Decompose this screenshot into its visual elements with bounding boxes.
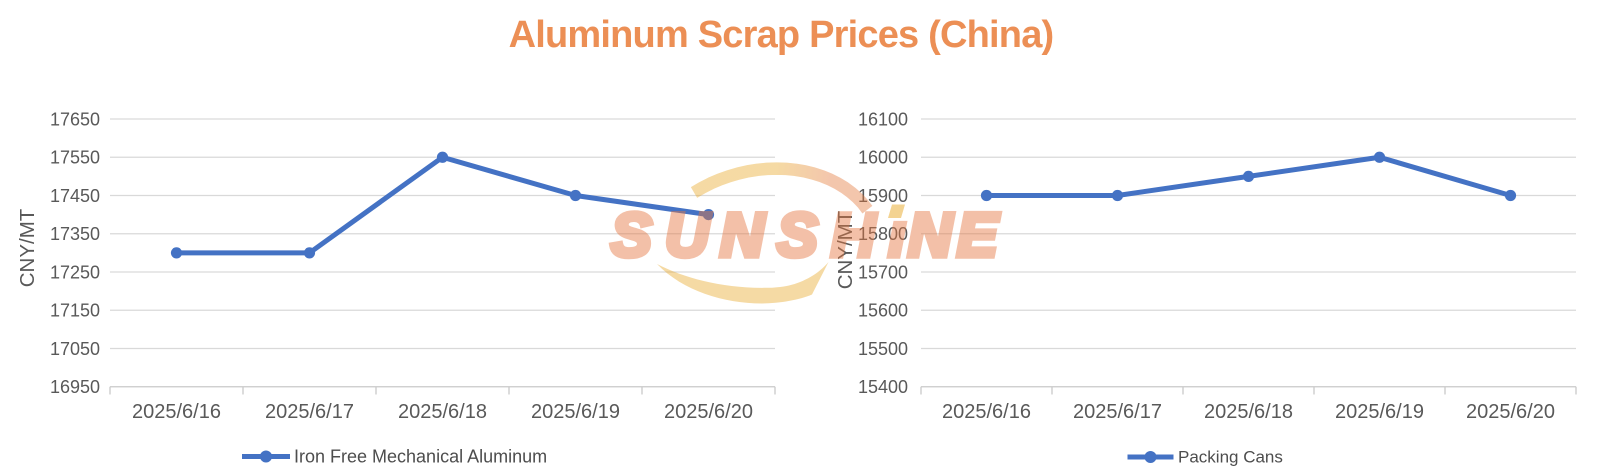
svg-text:2025/6/17: 2025/6/17 — [1073, 401, 1162, 423]
svg-text:15900: 15900 — [858, 186, 908, 206]
svg-text:17450: 17450 — [50, 186, 100, 206]
svg-text:17250: 17250 — [50, 262, 100, 282]
svg-text:15600: 15600 — [858, 301, 908, 321]
svg-text:2025/6/20: 2025/6/20 — [664, 401, 753, 423]
svg-text:17650: 17650 — [50, 109, 100, 129]
svg-text:16950: 16950 — [50, 377, 100, 397]
svg-text:16000: 16000 — [858, 148, 908, 168]
svg-text:15400: 15400 — [858, 377, 908, 397]
svg-text:SUNSHıNE: SUNSHıNE — [611, 201, 1000, 269]
svg-text:2025/6/19: 2025/6/19 — [531, 401, 620, 423]
svg-text:15500: 15500 — [858, 339, 908, 359]
svg-text:2025/6/18: 2025/6/18 — [398, 401, 487, 423]
svg-text:15800: 15800 — [858, 224, 908, 244]
svg-text:17550: 17550 — [50, 148, 100, 168]
svg-text:CNY/MT: CNY/MT — [834, 210, 857, 289]
svg-text:17350: 17350 — [50, 224, 100, 244]
svg-text:Aluminum Scrap Prices (China): Aluminum Scrap Prices (China) — [509, 14, 1054, 56]
svg-text:Iron Free Mechanical Aluminum: Iron Free Mechanical Aluminum — [294, 447, 547, 467]
svg-text:2025/6/19: 2025/6/19 — [1335, 401, 1424, 423]
svg-text:2025/6/18: 2025/6/18 — [1204, 401, 1293, 423]
svg-text:2025/6/16: 2025/6/16 — [942, 401, 1031, 423]
svg-text:15700: 15700 — [858, 262, 908, 282]
svg-text:2025/6/16: 2025/6/16 — [132, 401, 221, 423]
svg-text:17150: 17150 — [50, 301, 100, 321]
svg-text:CNY/MT: CNY/MT — [16, 208, 39, 287]
svg-text:Packing Cans: Packing Cans — [1178, 448, 1283, 467]
svg-text:16100: 16100 — [858, 109, 908, 129]
svg-text:2025/6/17: 2025/6/17 — [265, 401, 354, 423]
svg-text:17050: 17050 — [50, 339, 100, 359]
svg-text:2025/6/20: 2025/6/20 — [1466, 401, 1555, 423]
